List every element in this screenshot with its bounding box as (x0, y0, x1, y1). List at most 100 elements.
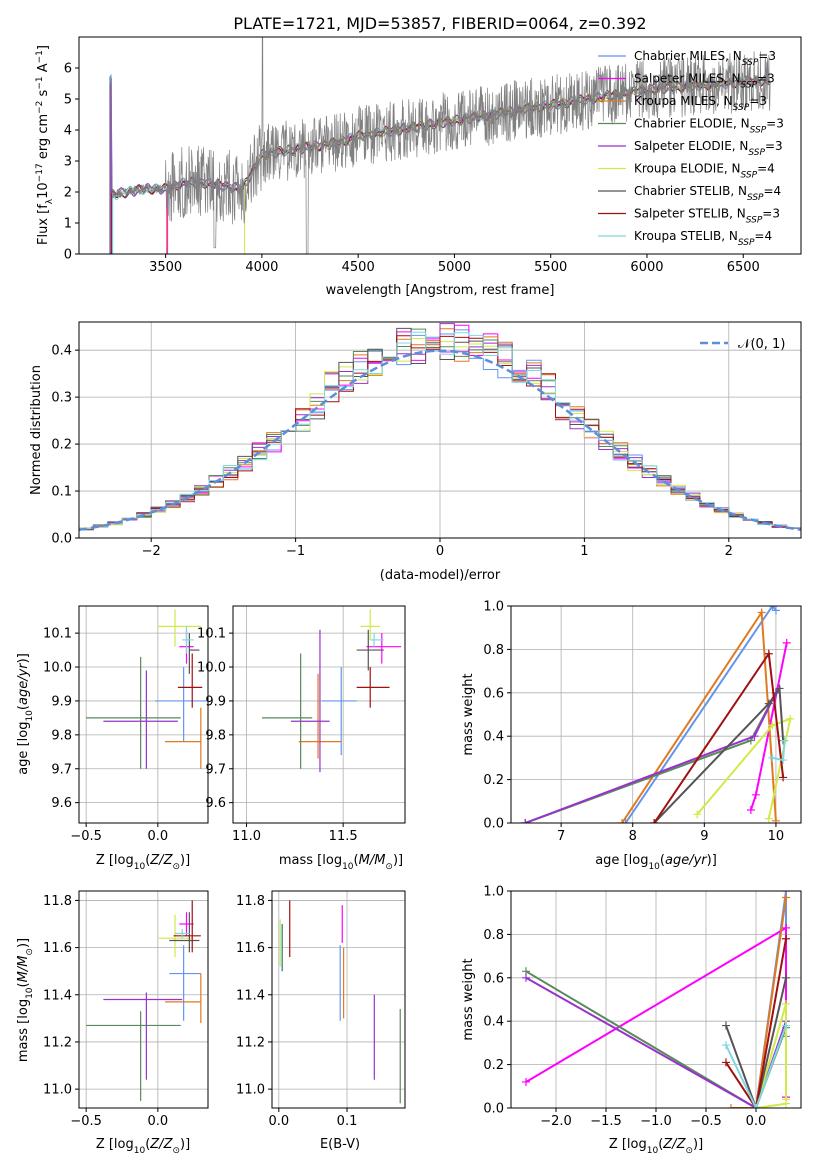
label-part: 10 (134, 1146, 146, 1156)
x-axis-label: (data-model)/error (380, 568, 501, 583)
label-part: −1 (35, 50, 45, 63)
legend-label: Kroupa STELIB, NSSP=4 (634, 229, 772, 248)
marker (782, 1095, 790, 1104)
label-part: =4 (764, 184, 782, 198)
label-part: Chabrier ELODIE, N (634, 117, 750, 131)
legend-label: 𝒩(0, 1) (738, 337, 785, 352)
marker (771, 606, 780, 615)
label-part: 10 (25, 710, 35, 722)
label-part: =3 (762, 207, 780, 221)
x-tick-label: −1 (286, 544, 305, 559)
marker (780, 736, 789, 745)
label-part: 10 (342, 862, 354, 872)
label-part: s (36, 89, 51, 100)
label-part: SSP (741, 81, 758, 91)
x-tick-label: 8 (629, 829, 637, 844)
marker (722, 1021, 730, 1030)
y-tick-label: 11.8 (236, 894, 265, 909)
plot-area (79, 323, 801, 532)
label-part: ( (16, 982, 31, 987)
marker (722, 1058, 730, 1067)
label-part: SSP (733, 103, 750, 113)
label-part: SSP (738, 238, 755, 248)
label-part: 10 (25, 987, 35, 999)
marker (764, 649, 773, 658)
y-tick-label: 3 (64, 155, 72, 170)
label-part: Chabrier MILES, N (634, 49, 742, 63)
axes-frame (78, 321, 802, 539)
marker (782, 1021, 790, 1030)
marker (693, 810, 702, 819)
marker (775, 684, 784, 693)
marker (782, 923, 790, 932)
weight-line-4 (524, 692, 777, 823)
label-part: ( (145, 853, 150, 868)
legend-label: Chabrier STELIB, NSSP=4 (634, 184, 781, 203)
label-part: age/yr (665, 853, 708, 868)
y-tick-label: 11.0 (43, 1083, 72, 1098)
y-tick-label: 9.9 (51, 694, 72, 709)
panels: 3500 4000 4500 5000 5500 6000 6500 0 1 2 3 4 5 6 Chabr… (16, 36, 802, 1156)
label-part: ( (660, 853, 665, 868)
weight-line-7 (725, 938, 787, 1108)
marker (782, 893, 790, 902)
label-part: Kroupa ELODIE, N (634, 162, 741, 176)
legend-label: Kroupa ELODIE, NSSP=4 (634, 162, 775, 181)
label-part: 10 (36, 182, 51, 199)
marker (621, 819, 630, 823)
y-tick-label: 0.6 (483, 971, 504, 986)
y-axis-label: mass weight (461, 958, 476, 1040)
y-tick-label: 0.8 (483, 643, 504, 658)
marker (768, 753, 777, 762)
y-tick-label: 1 (64, 217, 72, 232)
marker (782, 934, 790, 943)
x-axis-label: Z [log10(Z/Z⊙)] (609, 1137, 703, 1156)
marker (764, 814, 773, 823)
axes-frame (510, 605, 802, 824)
axes-frame (78, 605, 209, 824)
plot-area (86, 900, 202, 1101)
x-tick-label: −2.0 (540, 1114, 572, 1129)
label-part: SSP (742, 58, 759, 68)
marker (779, 756, 788, 765)
legend-label: Salpeter STELIB, NSSP=3 (634, 207, 780, 226)
label-part: erg cm (36, 114, 51, 163)
y-tick-label: 9.7 (205, 762, 226, 777)
plot-area (261, 609, 402, 773)
label-part: Flux [f (36, 204, 51, 245)
marker (522, 1077, 530, 1086)
y-axis-label: mass weight (461, 673, 476, 755)
y-tick-label: 0.0 (483, 817, 504, 832)
marker (746, 805, 755, 814)
axes-frame (510, 890, 802, 1109)
x-tick-label: 6000 (630, 260, 663, 275)
x-axis-label: Z [log10(Z/Z⊙)] (96, 853, 190, 872)
label-part: )] (16, 938, 31, 948)
marker (771, 816, 780, 823)
label-part: Z [log (96, 1137, 134, 1152)
x-tick-label: 0.0 (147, 1114, 168, 1129)
weight-line-2 (621, 609, 777, 823)
marker (768, 721, 777, 730)
label-part: SSP (750, 126, 767, 136)
y-tick-label: 0.2 (483, 1058, 504, 1073)
label-part: )] (16, 653, 31, 663)
marker (782, 999, 790, 1008)
x-tick-label: −1.5 (590, 1114, 622, 1129)
x-axis-label: E(B-V) (320, 1137, 360, 1152)
label-part: −2 (35, 101, 45, 114)
legend-label: Salpeter ELODIE, NSSP=3 (634, 139, 783, 158)
y-tick-label: 11.4 (43, 988, 72, 1003)
label-part: )] (180, 1137, 190, 1152)
plot-area (521, 606, 795, 823)
axes-age-vs-mass: 11.0 11.5 9.6 9.7 9.8 9.9 10.0 10.1 mass [log10(… (197, 605, 406, 872)
marker (617, 819, 626, 823)
marker (752, 1104, 760, 1108)
label-part: age/yr (16, 662, 31, 705)
y-tick-label: 0.4 (483, 730, 504, 745)
label-part: )] (707, 853, 717, 868)
label-part: Salpeter STELIB, N (634, 207, 746, 221)
y-tick-label: 0.3 (51, 391, 72, 406)
x-tick-label: 5000 (438, 260, 471, 275)
